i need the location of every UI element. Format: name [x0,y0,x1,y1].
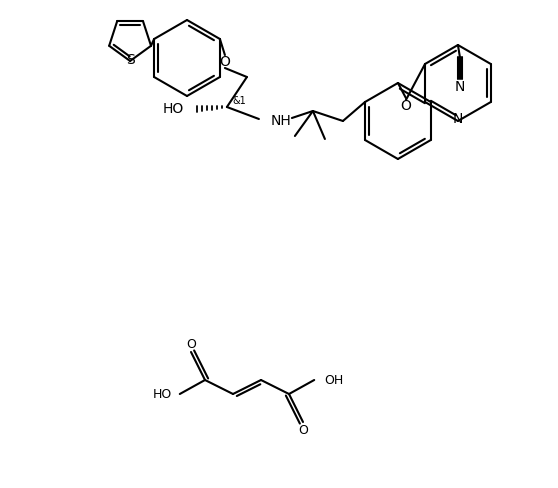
Text: N: N [455,80,465,94]
Text: S: S [126,53,134,67]
Text: HO: HO [163,102,184,116]
Text: O: O [219,55,230,69]
Text: O: O [186,338,196,350]
Text: NH: NH [271,114,291,128]
Text: &1: &1 [232,96,246,106]
Text: OH: OH [324,373,344,386]
Text: O: O [401,99,411,113]
Text: O: O [298,424,308,436]
Text: N: N [453,112,463,126]
Text: HO: HO [152,387,172,401]
